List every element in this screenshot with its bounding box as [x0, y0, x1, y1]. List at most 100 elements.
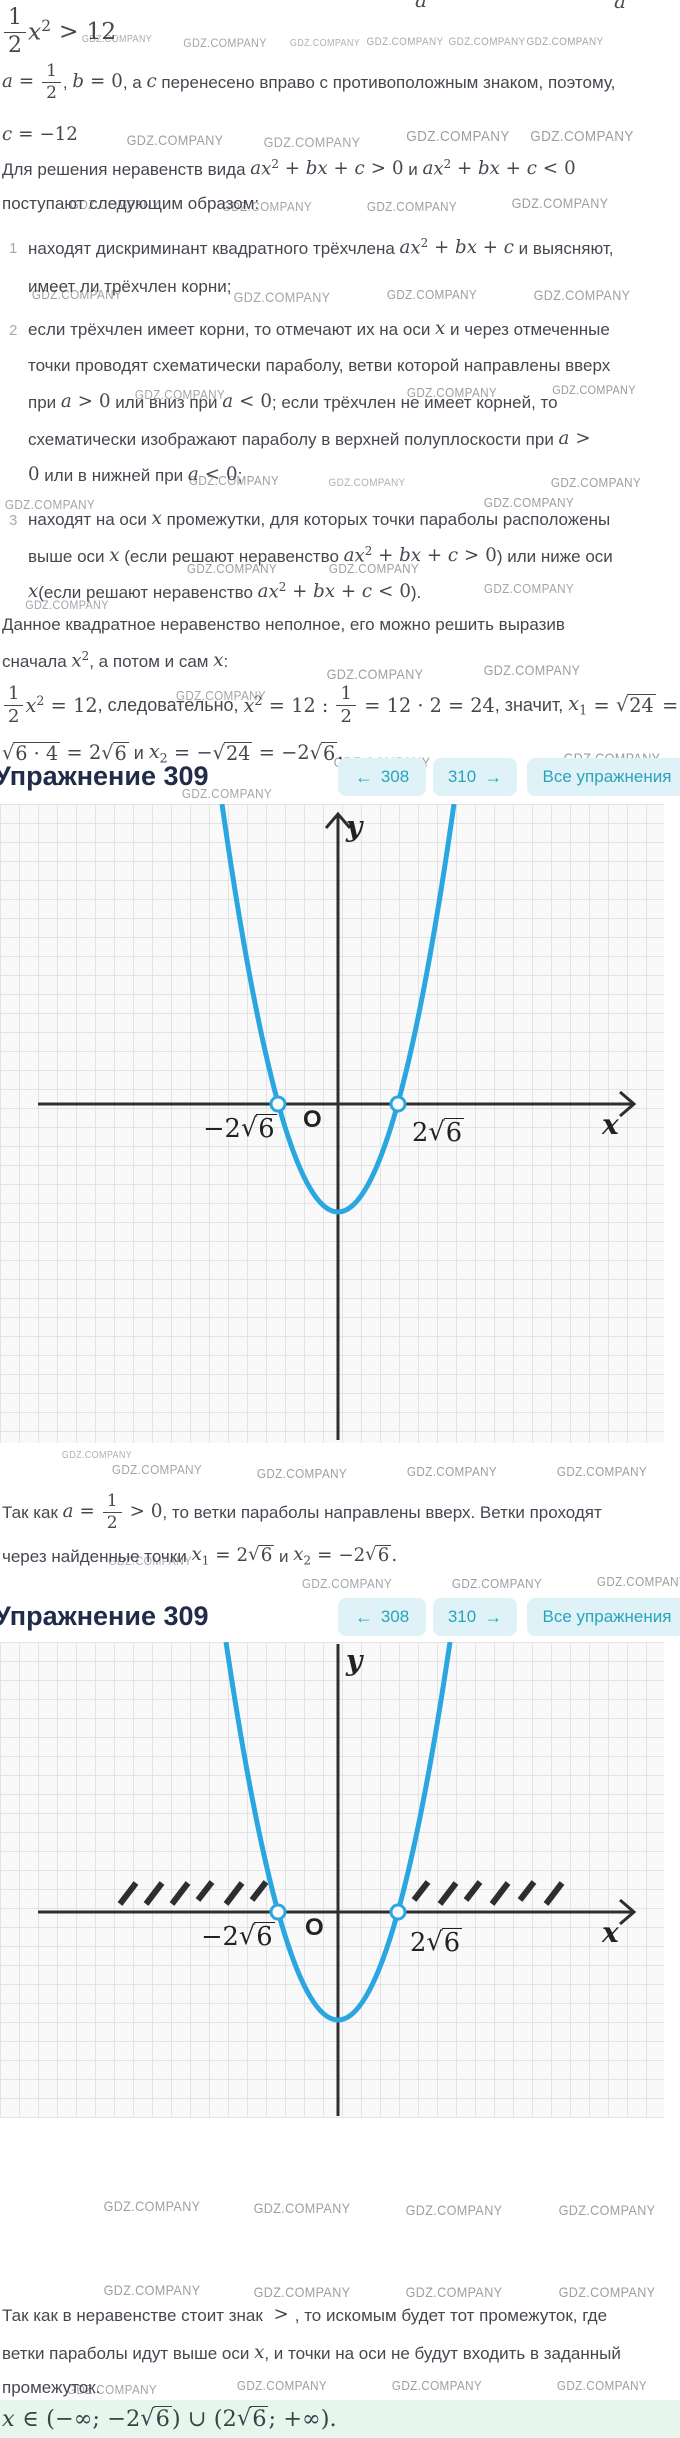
watermark: GDZ.COMPANY: [233, 289, 331, 305]
clipped-glyph-fragment: a: [614, 0, 626, 13]
watermark: GDZ.COMPANY: [4, 497, 96, 512]
text-line: имеет ли трёхчлен корни;: [28, 277, 232, 296]
watermark: GDZ.COMPANY: [405, 2284, 503, 2300]
parabola-curve: [219, 804, 457, 1215]
watermark: GDZ.COMPANY: [451, 1576, 543, 1591]
text-line: через найденные точки x1 = 2 √ 6 и x2 = −2 √ 6.: [2, 1544, 398, 1568]
watermark: GDZ.COMPANY: [25, 598, 109, 612]
text-line: сначала x2, а потом и сам x:: [2, 649, 229, 672]
final-answer: x ∈ (−∞; −2 √ 6) ∪ (2 √ 6; +∞).: [2, 2404, 337, 2432]
positive-root-label: 2 √ 6: [412, 1117, 465, 1148]
x-axis-label: x: [602, 1916, 619, 1949]
watermark: GDZ.COMPANY: [188, 473, 280, 488]
parabola-graph-2: [0, 1642, 664, 2118]
watermark: GDZ.COMPANY: [533, 287, 631, 303]
origin-label: O: [305, 1914, 324, 1941]
watermark: GDZ.COMPANY: [530, 128, 634, 145]
prev-exercise-number: 308: [380, 767, 410, 786]
watermark: GDZ.COMPANY: [328, 477, 406, 489]
watermark: GDZ.COMPANY: [31, 287, 123, 302]
text-line: промежуток.: [2, 2378, 101, 2397]
watermark: GDZ.COMPANY: [221, 199, 313, 214]
exercise-header-row: Упражнение 309 ← 308 310 → Все упражнения: [0, 758, 680, 798]
prev-exercise-number: 308: [380, 1607, 410, 1626]
text-line: Для решения неравенств вида a x2 + bx + c…: [2, 157, 576, 180]
root-marker-left: [269, 1095, 287, 1113]
negative-root-label: −2 √ 6: [201, 1921, 275, 1952]
watermark: GDZ.COMPANY: [256, 1466, 348, 1481]
text-line: Так как в неравенстве стоит знак >, то и…: [2, 2304, 608, 2325]
watermark: GDZ.COMPANY: [181, 786, 273, 801]
parabola-curve: [223, 1642, 453, 2023]
watermark: GDZ.COMPANY: [253, 2200, 351, 2216]
text-line: 1 2 x2 = 12, следовательно, x2 = 12 : 1 2 = 12 · …: [2, 683, 680, 727]
watermark: GDZ.COMPANY: [263, 134, 361, 150]
step-number: 3: [9, 512, 18, 529]
watermark: GDZ.COMPANY: [183, 36, 267, 50]
watermark: GDZ.COMPANY: [366, 36, 444, 48]
watermark: GDZ.COMPANY: [108, 1554, 192, 1568]
hatch-left-interval: [117, 1880, 269, 1906]
right-arrow-icon: →: [484, 1606, 503, 1627]
watermark: GDZ.COMPANY: [66, 2382, 158, 2397]
text-line: 0 или в нижней при a <0;: [28, 464, 243, 485]
watermark: GDZ.COMPANY: [448, 36, 526, 48]
step-number: 2: [9, 322, 18, 339]
watermark: GDZ.COMPANY: [111, 1462, 203, 1477]
watermark: GDZ.COMPANY: [405, 2202, 503, 2218]
root-marker-right: [389, 1095, 407, 1113]
text-line: выше оси x (если решают неравенство a x2 …: [28, 544, 613, 567]
text-line: при a >0 или вниз при a <0; если трёхчлен …: [28, 391, 558, 412]
text-line: x (если решают неравенство a x2 + bx + c <0…: [28, 580, 422, 603]
watermark: GDZ.COMPANY: [103, 2198, 201, 2214]
left-arrow-icon: ←: [354, 1606, 373, 1627]
text-line: c = −12: [2, 124, 78, 145]
watermark: GDZ.COMPANY: [596, 1574, 680, 1589]
step-number: 1: [9, 240, 18, 257]
graph-1-canvas: [38, 804, 637, 1440]
watermark: GDZ.COMPANY: [236, 2378, 328, 2393]
prev-exercise-button[interactable]: ← 308: [338, 758, 426, 796]
watermark: GDZ.COMPANY: [81, 34, 153, 45]
text-line: Данное квадратное неравенство неполное, …: [2, 615, 565, 634]
watermark: GDZ.COMPANY: [186, 561, 278, 576]
watermark: GDZ.COMPANY: [289, 38, 361, 49]
watermark: GDZ.COMPANY: [126, 132, 224, 148]
root-marker-left: [269, 1903, 287, 1921]
next-exercise-number: 310: [447, 1607, 477, 1626]
prev-exercise-button[interactable]: ← 308: [338, 1598, 426, 1636]
watermark: GDZ.COMPANY: [61, 1450, 133, 1461]
answer-highlight-bar: x ∈ (−∞; −2 √ 6) ∪ (2 √ 6; +∞).: [0, 2400, 680, 2438]
text-line: a = 1 2, b = 0, а c перенесено вправо с проти…: [2, 61, 616, 104]
text-line: находят дискриминант квадратного трёхчле…: [28, 236, 614, 259]
watermark: GDZ.COMPANY: [406, 385, 498, 400]
watermark: GDZ.COMPANY: [134, 387, 226, 402]
watermark: GDZ.COMPANY: [556, 2378, 648, 2393]
watermark: GDZ.COMPANY: [391, 2378, 483, 2393]
left-arrow-icon: ←: [354, 766, 373, 787]
all-exercises-button[interactable]: Все упражнения: [527, 758, 680, 796]
watermark: GDZ.COMPANY: [69, 197, 161, 212]
next-exercise-button[interactable]: 310 →: [433, 1598, 517, 1636]
parabola-graph-1: [0, 804, 664, 1443]
watermark: GDZ.COMPANY: [366, 199, 458, 214]
watermark: GDZ.COMPANY: [558, 2284, 656, 2300]
text-line: Так как a = 1 2 >0, то ветки параболы направ…: [2, 1491, 602, 1534]
watermark: GDZ.COMPANY: [386, 287, 478, 302]
graph-2-canvas: [38, 1642, 637, 2116]
watermark: GDZ.COMPANY: [558, 2202, 656, 2218]
all-exercises-button[interactable]: Все упражнения: [527, 1598, 680, 1636]
negative-root-label: −2 √ 6: [203, 1113, 277, 1144]
watermark: GDZ.COMPANY: [253, 2284, 351, 2300]
exercise-header-row: Упражнение 309 ← 308 310 → Все упражнения: [0, 1598, 680, 1638]
next-exercise-button[interactable]: 310 →: [433, 758, 517, 796]
x-axis-arrow: [619, 1898, 637, 1926]
text-line: схематически изображают параболу в верхн…: [28, 428, 591, 449]
watermark: GDZ.COMPANY: [526, 36, 604, 48]
text-line: если трёхчлен имеет корни, то отмечают и…: [28, 318, 610, 339]
text-line: 1 2 x2 >12: [2, 5, 116, 58]
clipped-glyph-fragment: a: [415, 0, 427, 12]
watermark: GDZ.COMPANY: [552, 383, 636, 397]
text-line: точки проводят схематически параболу, ве…: [28, 356, 611, 375]
